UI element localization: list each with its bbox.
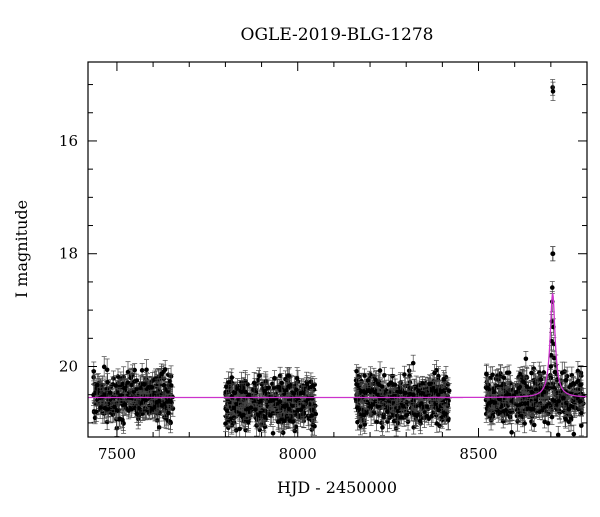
- x-axis-label: HJD - 2450000: [277, 478, 397, 497]
- data-point: [271, 426, 276, 440]
- data-point: [579, 415, 584, 435]
- data-point: [551, 82, 556, 100]
- data-point: [551, 247, 556, 261]
- data-point: [509, 423, 514, 441]
- y-axis-label: I magnitude: [12, 200, 31, 298]
- y-tick-label: 20: [59, 358, 78, 376]
- data-point: [411, 355, 416, 371]
- data-point: [523, 351, 528, 366]
- data-point: [556, 426, 561, 443]
- x-tick-label: 8000: [279, 445, 317, 463]
- x-tick-label: 7500: [98, 445, 136, 463]
- data-point: [105, 359, 110, 381]
- y-tick-label: 18: [59, 245, 78, 263]
- y-tick-label: 16: [59, 132, 78, 150]
- plot-area: [88, 79, 587, 446]
- chart-title: OGLE-2019-BLG-1278: [241, 25, 434, 45]
- data-point: [571, 425, 576, 443]
- x-tick-label: 8500: [459, 445, 497, 463]
